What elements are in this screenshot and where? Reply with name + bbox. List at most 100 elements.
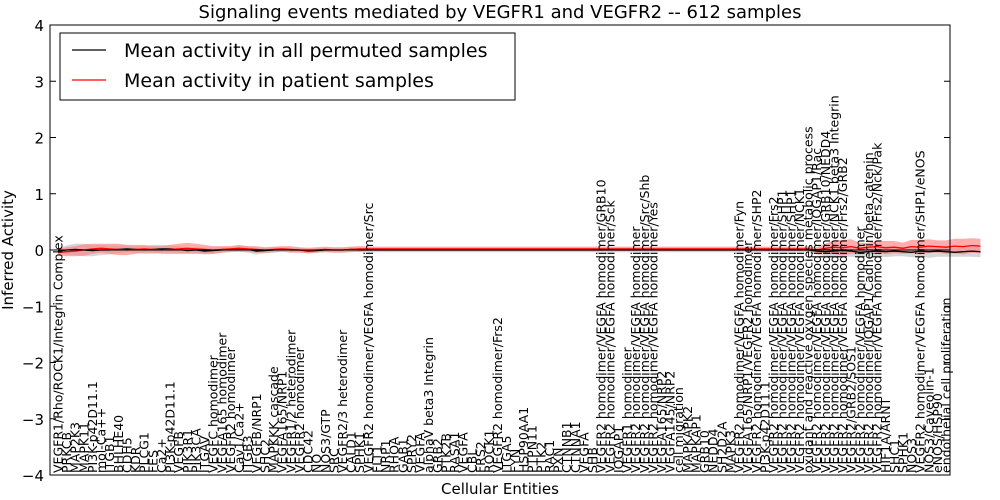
x-tick-label: eNOS/HSP90: [930, 393, 945, 473]
x-tick-label: endothelial cell proliferation: [939, 298, 954, 473]
x-tick-label: PRKCB: [59, 432, 74, 473]
x-tick-label: VEGFR1 homodimer: [620, 346, 635, 473]
legend-label-patient: Mean activity in patient samples: [124, 70, 434, 92]
plot-frame: [49, 24, 951, 476]
y-tick-label: −3: [22, 411, 44, 429]
x-tick-label: VEGFR2 homodimer/VEGFA homodimer/NCK1: [792, 188, 807, 473]
x-tick-label: VEGFA165/NRP1/VEGFR2 homodimer: [740, 240, 755, 473]
x-tick-label: VEGFA: [413, 432, 428, 473]
x-tick-label: VEGFA145/NRP2: [663, 371, 678, 473]
x-tick-label: VEGFR2 homodimer/VEGFA homodimer/GRB10/N…: [818, 131, 833, 473]
x-tick-label: MAPKAPK2: [680, 406, 695, 473]
x-tick-label: mol-Ca++: [94, 408, 109, 473]
x-tick-label: ITGA5: [499, 435, 514, 473]
x-tick-label: VEGFR2 homodimer/IQGAP1/Cadherin/beta ca…: [861, 152, 876, 473]
legend-box: [59, 32, 516, 101]
x-tick-labels: VEGFR1/Rho/ROCK1/Integrin ComplexPRKCBMA…: [51, 95, 954, 473]
x-tick-label: PI3K-p42D11.1: [85, 381, 100, 473]
x-tick-label: VEGFR2 homodimer/VEGFA homodimer: [628, 226, 643, 473]
axis-ticks: −4 −3 −2 −1 0 1 2 3 4: [22, 17, 950, 485]
x-tick-label: NRP1: [378, 439, 393, 473]
x-tick-label: NOS3/GTP: [318, 409, 333, 473]
x-tick-label: MAPK3: [723, 430, 738, 473]
x-tick-label: BHLHE40: [111, 415, 126, 473]
x-tick-label: VEGFB/NRP1: [249, 393, 264, 473]
x-tick-label: VEGFC homodimer: [206, 354, 221, 473]
x-tick-label: VEGFR2 homodimer/VEGFA homodimer/SHP1: [775, 189, 790, 473]
x-tick-label: VEGFR2 homodimer/VEGFA homodimer/Fyn: [732, 201, 747, 473]
x-tick-label: VEGFA: [576, 432, 591, 473]
x-tick-label: VEGFR1/Rho/ROCK1/Integrin Complex: [51, 235, 66, 473]
y-tick-label: 3: [34, 73, 44, 91]
band-patient: [58, 238, 981, 257]
x-tick-label: ITGB1: [102, 435, 117, 473]
x-tick-label: oxidant and reactive oxygen species meta…: [801, 126, 816, 473]
y-tick-label: 1: [34, 186, 44, 204]
x-tick-label: PIK3R1: [180, 429, 195, 473]
x-tick-label: VEGFA165/NRP2: [654, 371, 669, 473]
y-tick-label: 2: [34, 130, 44, 148]
x-tick-label: SHC1: [887, 439, 902, 473]
x-tick-label: NOS3/Caveolin-1: [921, 367, 936, 473]
x-tick-label: Cav1/Ca2+: [232, 402, 247, 473]
y-tick-label: 4: [34, 17, 44, 35]
x-tick-label: FYN: [507, 449, 522, 473]
x-tick-label: HSP90AA1: [516, 407, 531, 473]
x-tick-label: VEGFR2 homodimer/VEGFA homodimer/SHP1: [783, 189, 798, 473]
x-tick-label: PI3K-p42D11.1: [163, 381, 178, 473]
x-tick-label: VEGFR2 homodimer: [292, 346, 307, 473]
x-tick-label: GRB2: [430, 438, 445, 473]
x-tick-label: NOS3: [904, 438, 919, 473]
x-tick-label: PIK3CA: [188, 428, 203, 473]
x-tick-label: FRS2: [473, 441, 488, 473]
x-tick-label: NO: [309, 454, 324, 473]
x-tick-label: PTPN11: [525, 425, 540, 473]
legend-label-permuted: Mean activity in all permuted samples: [124, 40, 487, 62]
x-tick-label: SHC2: [257, 439, 272, 473]
x-tick-label: VEGFR2 homodimer/VEGFA homodimer/IQGAP1/…: [809, 148, 824, 473]
x-tick-label: VEGFR2 homodimer: [223, 346, 238, 473]
x-tick-label: ITGAV: [197, 435, 212, 473]
x-tick-label: VEGFR2 homodimer/VEGFA homodimer: [852, 226, 867, 473]
x-tick-label: VEGFR2 homodimer/VEGFA homodimer/Src/Shb: [637, 175, 652, 473]
x-tick-label: SPHK1: [895, 432, 910, 473]
x-tick-label: VEGFR2/3 heterodimer: [335, 329, 350, 473]
x-tick-label: PTK2: [533, 442, 548, 473]
y-tick-label: −2: [22, 355, 44, 373]
y-tick-label: −1: [22, 298, 44, 316]
x-tick-label: PTK2B: [438, 433, 453, 473]
x-tick-label: VEGFA: [456, 432, 471, 473]
x-tick-label: CTNNB1: [559, 421, 574, 473]
x-tick-label: CDC42: [301, 430, 316, 473]
x-tick-label: PI3K-p42D11.1: [757, 381, 772, 473]
x-tick-label: MAPK11: [76, 422, 91, 473]
x-tick-label: CTNNA1: [568, 421, 583, 473]
x-tick-label: VEGFR2/GRB2/SOS1: [844, 346, 859, 473]
x-tick-label: CBL: [464, 449, 479, 473]
x-tick-label: ROCK1: [482, 430, 497, 473]
x-tick-label: alphaV beta3 Integrin: [421, 337, 436, 473]
x-tick-label: VEGFR2 homodimer/VEGFA homodimer/SHP2: [749, 189, 764, 473]
x-tick-label: VEGFR2 homodimer/VEGFA homodimer/Sck: [602, 200, 617, 473]
x-tick-label: SRC: [326, 448, 341, 473]
x-tick-label: VEGFR2 homodimer/VEGFA homodimer/Src: [361, 203, 376, 473]
legend: Mean activity in all permuted samples Me…: [59, 32, 516, 101]
x-tick-label: RAC1: [542, 440, 557, 473]
x-tick-label: RHOA: [387, 436, 402, 473]
x-tick-label: KDR: [128, 446, 143, 473]
x-tick-label: VEGFB: [171, 431, 186, 473]
x-tick-label: VEGFR2 homodimer/VEGFA homodimer/Yes: [645, 202, 660, 473]
x-tick-label: GRB10: [697, 430, 712, 473]
x-tick-label: NEDD4: [706, 429, 721, 473]
x-tick-label: PXN: [551, 448, 566, 473]
x-tick-label: FLT1: [369, 445, 384, 473]
x-tick-label: SH2D2A: [714, 421, 729, 473]
y-tick-label: 0: [34, 242, 44, 260]
x-tick-label: VEGFA165/NRP1: [275, 371, 290, 473]
y-axis-label: Inferred Activity: [0, 190, 17, 310]
x-tick-label: RASA1: [447, 432, 462, 473]
x-tick-label: MAPKAP1: [688, 414, 703, 473]
x-tick-label: FES: [145, 450, 160, 473]
band-layer: [58, 238, 981, 258]
